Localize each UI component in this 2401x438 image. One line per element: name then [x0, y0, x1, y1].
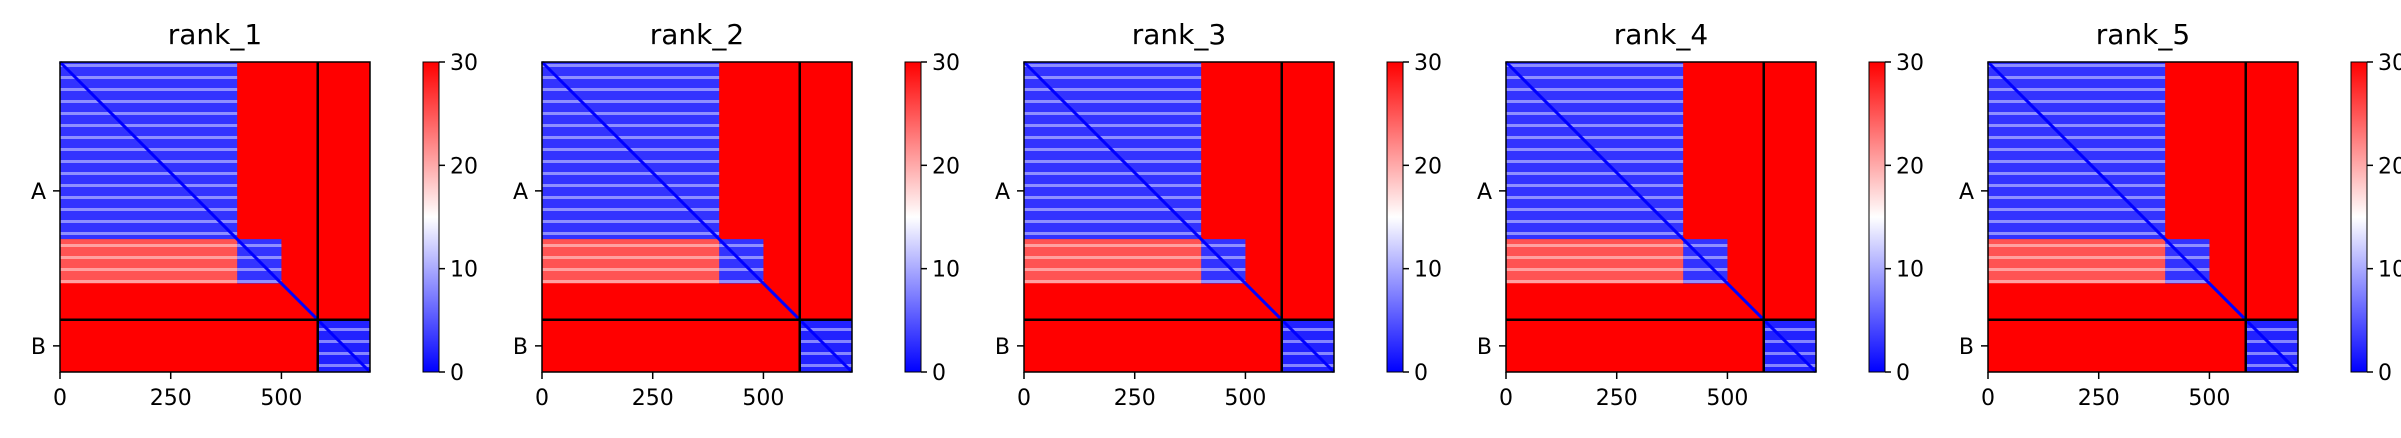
colorbar-tick-label: 30: [2378, 51, 2401, 76]
x-tick-label: 250: [1596, 386, 1638, 411]
heatmap-panel-4: rank_4 0 250 500 A B 0 10 20 30: [1477, 18, 1924, 411]
panel-title: rank_2: [650, 18, 744, 51]
chain-label: B: [31, 335, 46, 360]
colorbar-frame: [2350, 61, 2368, 373]
heatmap-panel-5: rank_5 0 250 500 A B 0 10 20 30: [1959, 18, 2401, 411]
colorbar-tick-label: 0: [1896, 361, 1910, 386]
colorbar-tick-label: 10: [2378, 258, 2401, 283]
x-tick-label: 500: [260, 386, 302, 411]
heatmap-frame: [1505, 61, 1817, 373]
x-tick-label: 250: [2078, 386, 2120, 411]
colorbar-tick-label: 0: [450, 361, 464, 386]
x-tick-label: 0: [1981, 386, 1995, 411]
chain-label: A: [513, 180, 528, 205]
heatmap-frame: [541, 61, 853, 373]
chain-label: A: [1959, 180, 1974, 205]
colorbar-tick-label: 0: [1414, 361, 1428, 386]
colorbar: [1869, 62, 1885, 372]
colorbar-frame: [422, 61, 440, 373]
colorbar-tick-label: 30: [450, 51, 478, 76]
colorbar: [905, 62, 921, 372]
x-tick-label: 500: [1224, 386, 1266, 411]
heatmap-band-texture: [542, 239, 720, 284]
panel-title: rank_1: [168, 18, 262, 51]
x-tick-label: 0: [1499, 386, 1513, 411]
heatmap-band-texture: [60, 239, 238, 284]
heatmap-band-texture: [1024, 239, 1202, 284]
chain-label: A: [31, 180, 46, 205]
chain-label: B: [513, 335, 528, 360]
heatmap-band-texture: [1988, 239, 2166, 284]
colorbar-tick-label: 10: [932, 258, 960, 283]
x-tick-label: 0: [1017, 386, 1031, 411]
colorbar-tick-label: 0: [932, 361, 946, 386]
chain-label: B: [1959, 335, 1974, 360]
panel-title: rank_3: [1132, 18, 1226, 51]
x-tick-label: 0: [535, 386, 549, 411]
colorbar: [423, 62, 439, 372]
panel-title: rank_5: [2096, 18, 2190, 51]
x-tick-label: 250: [150, 386, 192, 411]
colorbar-frame: [1386, 61, 1404, 373]
heatmap-frame: [59, 61, 371, 373]
x-tick-label: 0: [53, 386, 67, 411]
heatmap-panel-1: rank_1 0 250 500 A B 0 10 20 30: [31, 18, 478, 411]
colorbar-tick-label: 30: [1896, 51, 1924, 76]
colorbar-frame: [1868, 61, 1886, 373]
x-tick-label: 500: [1706, 386, 1748, 411]
heatmap-panel-2: rank_2 0 250 500 A B 0 10 20 30: [513, 18, 960, 411]
colorbar-tick-label: 20: [1896, 154, 1924, 179]
colorbar: [1387, 62, 1403, 372]
colorbar-tick-label: 10: [1896, 258, 1924, 283]
colorbar-tick-label: 20: [932, 154, 960, 179]
colorbar-tick-label: 20: [1414, 154, 1442, 179]
chain-label: A: [1477, 180, 1492, 205]
colorbar-tick-label: 10: [1414, 258, 1442, 283]
x-tick-label: 500: [742, 386, 784, 411]
colorbar-tick-label: 30: [932, 51, 960, 76]
x-tick-label: 250: [1114, 386, 1156, 411]
heatmap-panel-3: rank_3 0 250 500 A B 0 10 20 30: [995, 18, 1442, 411]
chain-label: B: [1477, 335, 1492, 360]
x-tick-label: 500: [2188, 386, 2230, 411]
chain-label: A: [995, 180, 1010, 205]
colorbar-tick-label: 0: [2378, 361, 2392, 386]
heatmap-band-texture: [1506, 239, 1684, 284]
chain-label: B: [995, 335, 1010, 360]
heatmap-frame: [1023, 61, 1335, 373]
colorbar-tick-label: 10: [450, 258, 478, 283]
heatmap-frame: [1987, 61, 2299, 373]
colorbar: [2351, 62, 2367, 372]
colorbar-tick-label: 20: [450, 154, 478, 179]
panel-title: rank_4: [1614, 18, 1708, 51]
colorbar-frame: [904, 61, 922, 373]
colorbar-tick-label: 20: [2378, 154, 2401, 179]
x-tick-label: 250: [632, 386, 674, 411]
colorbar-tick-label: 30: [1414, 51, 1442, 76]
